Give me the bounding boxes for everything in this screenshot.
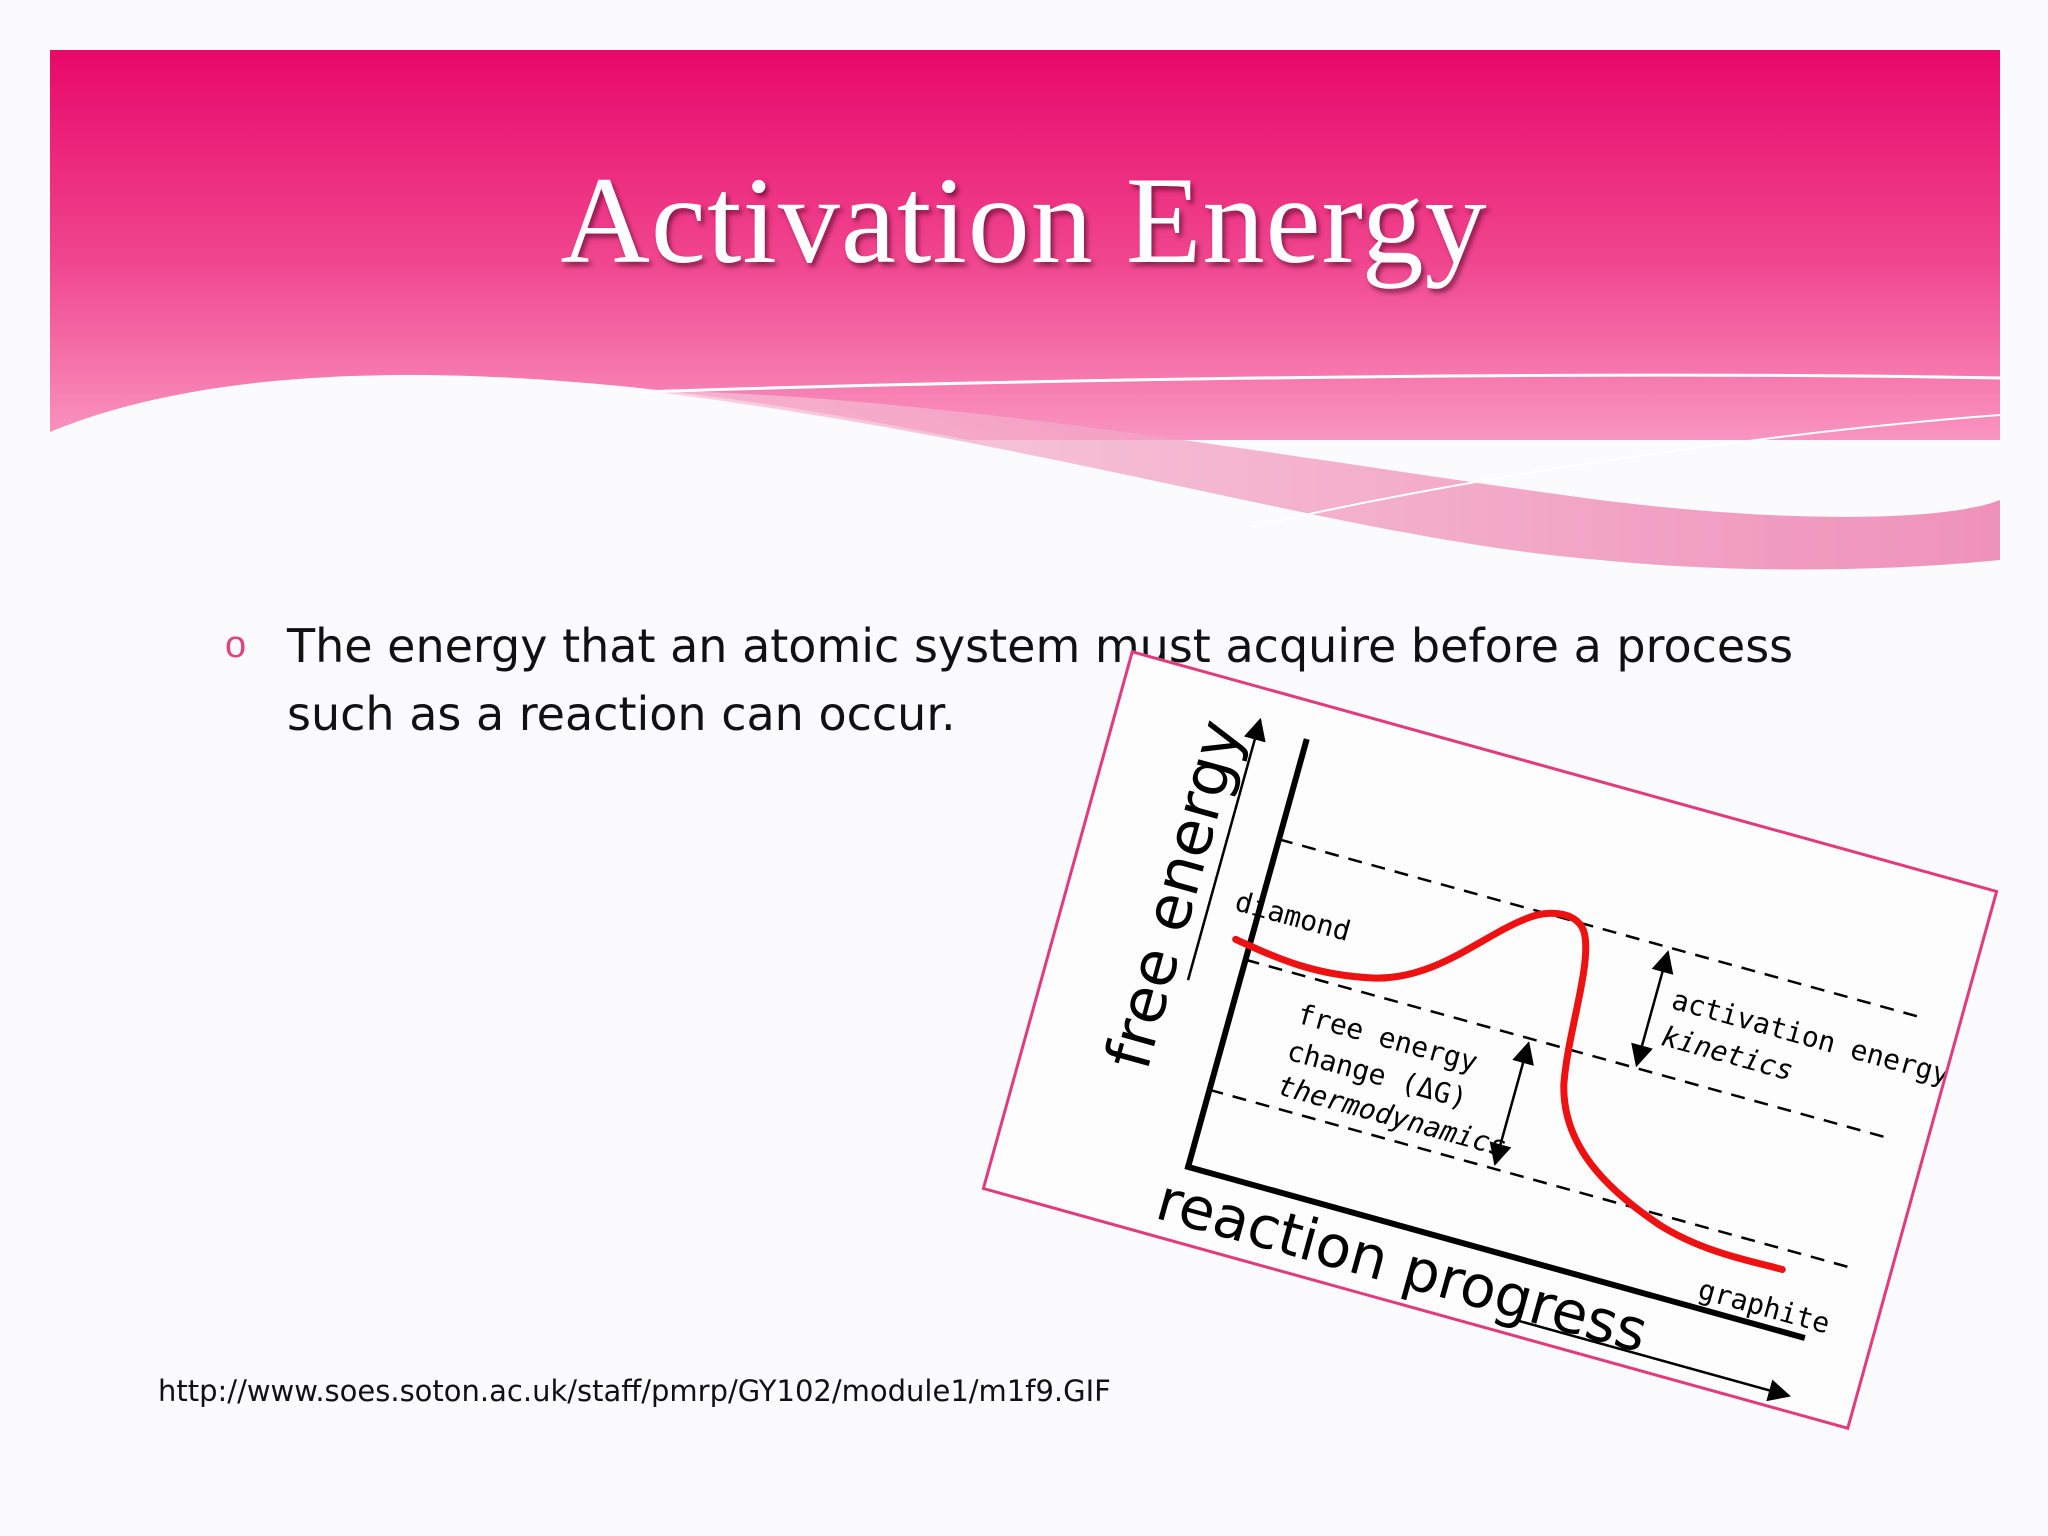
activation-energy-diagram: free energy reaction progress diamond gr…	[981, 649, 1999, 1431]
source-url[interactable]: http://www.soes.soton.ac.uk/staff/pmrp/G…	[158, 1374, 1111, 1408]
graphite-label: graphite	[1695, 1273, 1834, 1341]
peak-energy-level	[1278, 838, 1925, 1020]
header-wave-pink	[640, 390, 2000, 570]
y-axis-line	[1185, 738, 1310, 1168]
y-axis-label: free energy	[1091, 712, 1257, 1076]
diamond-energy-level	[1245, 958, 1892, 1141]
graphite-energy-level	[1209, 1088, 1856, 1271]
bullet-text: The energy that an atomic system must ac…	[287, 619, 1794, 741]
header-wave-line-1	[639, 373, 2001, 394]
bullet-item: o The energy that an atomic system must …	[225, 612, 1825, 748]
activation-label-sub: a	[1991, 1087, 1995, 1115]
header-wave-line-2	[1249, 414, 2001, 528]
x-axis-arrow	[1518, 1319, 1791, 1402]
header-banner	[50, 50, 2001, 600]
y-axis-arrow	[1186, 717, 1266, 981]
bullet-marker: o	[225, 624, 247, 666]
header-band	[50, 50, 2000, 440]
header-wave-white	[50, 374, 2000, 600]
x-axis-line	[1184, 1163, 1806, 1341]
delta-g-arrow	[1489, 1041, 1534, 1167]
reaction-curve	[1232, 909, 1786, 1273]
slide-title: Activation Energy	[560, 152, 1488, 289]
x-axis-label: reaction progress	[1150, 1165, 1655, 1366]
activation-energy-arrow	[1631, 950, 1674, 1068]
